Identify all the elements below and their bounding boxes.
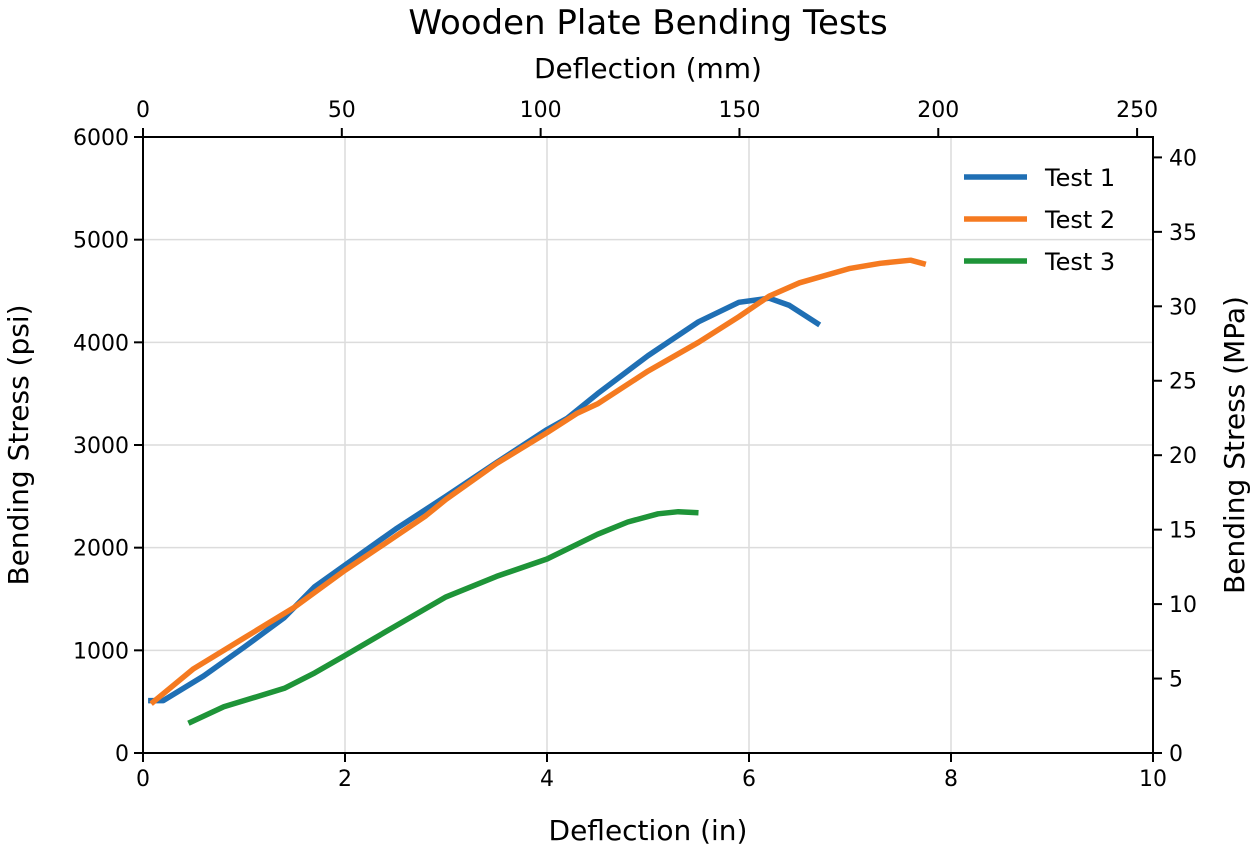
x-tick-label: 10	[1139, 767, 1167, 792]
y2-tick-label: 35	[1169, 221, 1197, 246]
x2-tick-label: 200	[917, 98, 959, 123]
series-line-3	[187, 508, 699, 726]
series-lines	[148, 257, 927, 726]
y2-tick-label: 40	[1169, 146, 1197, 171]
legend-label-3: Test 3	[1044, 248, 1115, 276]
y2-tick-label: 15	[1169, 519, 1197, 544]
x2-tick-label: 50	[328, 98, 356, 123]
legend: Test 1 Test 2 Test 3	[964, 164, 1115, 276]
y2-tick-label: 25	[1169, 370, 1197, 395]
x2-tick-label: 250	[1116, 98, 1158, 123]
y2-axis-label: Bending Stress (MPa)	[1218, 296, 1251, 594]
legend-label-2: Test 2	[1044, 206, 1115, 234]
chart-title: Wooden Plate Bending Tests	[408, 3, 887, 43]
series-line-1	[148, 295, 822, 704]
y2-tick-label: 20	[1169, 444, 1197, 469]
y2-tick-label: 0	[1169, 742, 1183, 767]
y-tick-label: 1000	[73, 639, 129, 664]
y2-tick-label: 30	[1169, 295, 1197, 320]
legend-label-1: Test 1	[1044, 164, 1115, 192]
y2-tick-label: 5	[1169, 668, 1183, 693]
x2-tick-label: 0	[136, 98, 150, 123]
series-line-2	[149, 257, 927, 706]
x2-axis-label: Deflection (mm)	[534, 52, 762, 85]
y-tick-label: 5000	[73, 229, 129, 254]
y-tick-label: 3000	[73, 434, 129, 459]
x-tick-label: 8	[944, 767, 958, 792]
x-tick-label: 6	[742, 767, 756, 792]
y-tick-label: 6000	[73, 126, 129, 151]
y-tick-label: 4000	[73, 331, 129, 356]
x2-tick-label: 150	[718, 98, 760, 123]
x-tick-label: 0	[136, 767, 150, 792]
x-tick-label: 4	[540, 767, 554, 792]
y-tick-label: 2000	[73, 537, 129, 562]
y-axis-label: Bending Stress (psi)	[2, 304, 35, 585]
y-tick-label: 0	[115, 742, 129, 767]
y2-tick-label: 10	[1169, 593, 1197, 618]
grid	[142, 136, 1154, 754]
x2-tick-label: 100	[520, 98, 562, 123]
x-axis-label: Deflection (in)	[549, 814, 748, 847]
x-tick-label: 2	[338, 767, 352, 792]
